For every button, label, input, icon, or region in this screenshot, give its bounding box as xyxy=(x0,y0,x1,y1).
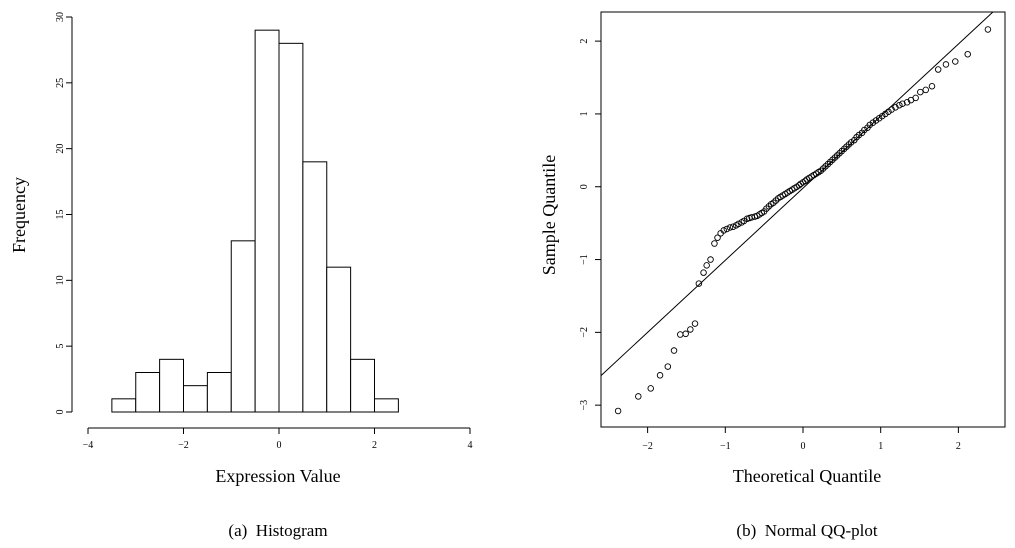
histogram-bar xyxy=(278,42,304,413)
histogram-y-axis-label: Frequency xyxy=(9,177,29,253)
qq-point xyxy=(614,407,622,415)
qq-point xyxy=(656,372,664,379)
qq-point xyxy=(711,240,718,247)
qq-x-ticks: −2 −1 0 1 2 xyxy=(642,427,961,452)
qq-x-tick-label: 2 xyxy=(956,441,961,452)
histogram-caption: (a) Histogram xyxy=(228,521,327,540)
qq-point xyxy=(687,326,694,333)
qq-point xyxy=(714,234,721,241)
histogram-x-tick-label: 4 xyxy=(468,440,473,451)
qq-point xyxy=(912,94,919,102)
qq-point xyxy=(942,61,950,68)
qq-point xyxy=(670,347,678,354)
histogram-bar xyxy=(326,266,352,413)
histogram-x-tick-label: −4 xyxy=(83,440,94,451)
qq-point xyxy=(647,385,654,392)
histogram-bar xyxy=(230,240,256,413)
qq-x-tick-label: −2 xyxy=(642,441,653,452)
histogram-y-tick-label: 30 xyxy=(55,12,66,22)
qq-point xyxy=(664,363,672,370)
histogram-y-tick-label: 20 xyxy=(55,144,66,154)
qq-point xyxy=(896,101,903,109)
qq-x-tick-label: 1 xyxy=(878,441,883,452)
qq-y-tick-label: −2 xyxy=(579,327,590,338)
qq-plot-caption: (b) Normal QQ-plot xyxy=(736,521,877,540)
qq-point xyxy=(695,280,703,287)
qq-point xyxy=(682,330,689,338)
histogram-x-ticks: −4 −2 0 2 4 xyxy=(83,428,473,451)
qq-y-axis-label: Sample Quantile xyxy=(539,155,559,275)
histogram-bar xyxy=(350,358,375,413)
qq-point xyxy=(723,225,731,233)
qq-x-tick-label: −1 xyxy=(720,441,731,452)
histogram-bars xyxy=(111,29,399,413)
histogram-y-tick-label: 0 xyxy=(55,410,66,415)
qq-point xyxy=(922,86,930,94)
histogram-bar xyxy=(374,398,399,413)
qq-point xyxy=(700,269,707,276)
qq-point xyxy=(984,26,992,33)
qq-y-tick-label: −3 xyxy=(579,400,590,411)
histogram-y-tick-label: 15 xyxy=(55,210,66,220)
histogram-bar xyxy=(159,358,184,413)
qq-point xyxy=(703,262,710,269)
histogram-bar xyxy=(183,385,208,413)
histogram-bar xyxy=(206,372,232,413)
qq-point xyxy=(735,220,742,228)
histogram-bar xyxy=(302,161,328,413)
qq-y-ticks: −3 −2 −1 0 1 2 xyxy=(579,39,601,411)
qq-y-tick-label: 1 xyxy=(579,111,590,116)
histogram-bar xyxy=(254,29,280,413)
histogram-panel: −4 −2 0 2 4 0 5 10 15 20 25 30 Expression Value Fr… xyxy=(9,12,473,540)
histogram-x-axis-label: Expression Value xyxy=(215,466,340,486)
histogram-y-ticks: 0 5 10 15 20 25 30 xyxy=(55,12,72,415)
qq-y-tick-label: 2 xyxy=(579,39,590,44)
qq-point xyxy=(691,320,699,327)
qq-point xyxy=(952,58,959,65)
histogram-y-tick-label: 10 xyxy=(55,275,66,285)
histogram-x-tick-label: −2 xyxy=(178,440,189,451)
histogram-y-tick-label: 25 xyxy=(55,78,66,88)
qq-y-tick-label: −1 xyxy=(579,254,590,265)
qq-point xyxy=(726,224,734,231)
qq-point xyxy=(917,88,924,96)
histogram-bar xyxy=(135,372,161,413)
qq-point xyxy=(707,256,714,263)
histogram-x-tick-label: 2 xyxy=(372,440,377,451)
histogram-y-tick-label: 5 xyxy=(55,344,66,349)
qq-plot-panel: −2 −1 0 1 2 −3 −2 −1 0 1 2 Theoretical Quantile S… xyxy=(539,11,1006,540)
qq-y-tick-label: 0 xyxy=(579,184,590,189)
qq-reference-line xyxy=(600,11,994,376)
qq-x-axis-label: Theoretical Quantile xyxy=(733,466,881,486)
qq-point xyxy=(928,83,936,90)
qq-point xyxy=(729,223,737,231)
histogram-x-tick-label: 0 xyxy=(277,440,282,451)
qq-point xyxy=(934,66,942,73)
qq-point xyxy=(899,100,906,107)
qq-point xyxy=(964,50,971,58)
qq-plot-frame xyxy=(600,11,1006,428)
qq-point xyxy=(676,331,684,338)
qq-point xyxy=(720,227,728,234)
qq-x-tick-label: 0 xyxy=(801,441,806,452)
qq-points xyxy=(614,26,992,415)
qq-point xyxy=(635,393,642,400)
histogram-bar xyxy=(111,398,137,413)
